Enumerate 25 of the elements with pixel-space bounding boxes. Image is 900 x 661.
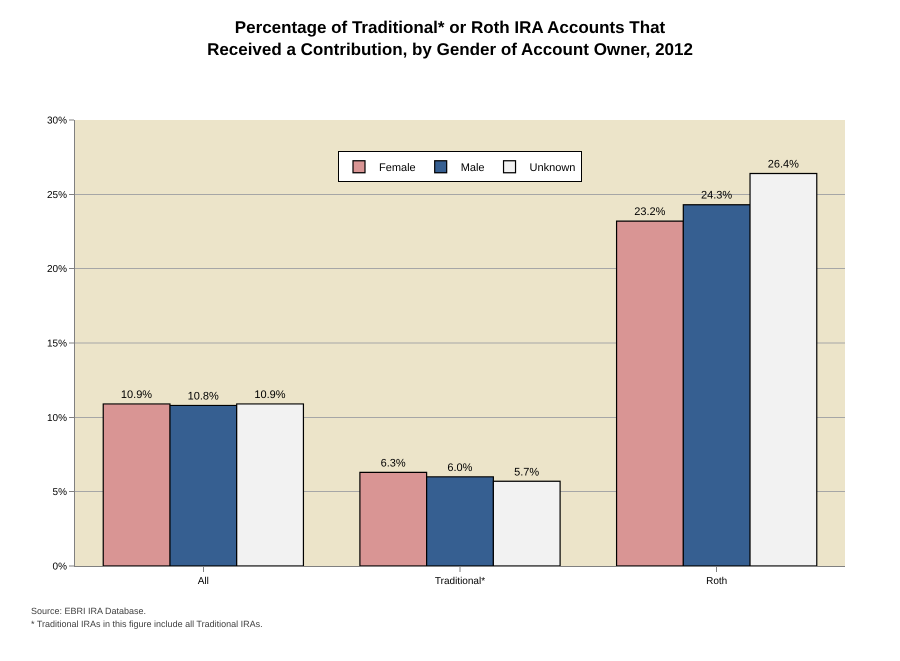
x-tick-label: Traditional* [434,576,486,587]
source-note: Source: EBRI IRA Database. [31,606,146,616]
y-tick-label: 10% [46,412,68,424]
y-tick-label: 15% [46,338,68,350]
x-tick-label: All [198,576,209,587]
data-label: 6.3% [380,457,406,470]
text: * Traditional IRAs in this figure include all Traditional IRAs. [31,619,263,629]
legend-label: Unknown [530,162,576,174]
data-label: 23.2% [634,206,666,218]
data-label: 10.9% [254,388,286,401]
y-tick-label: 5% [52,487,68,498]
chart-title: Percentage of Traditional* or Roth IRA Accounts That Received a Contribution, by Gender of Account Owner, 2012 [207,18,693,60]
data-label: 6.0% [447,462,473,474]
y-tick-label: 0% [52,562,68,572]
y-tick-label: 30% [46,116,68,126]
data-label: 10.9% [120,388,152,401]
data-label: 24.3% [700,190,732,202]
y-tick-label: 25% [46,190,68,201]
legend-label: Male [460,162,485,174]
data-label: 26.4% [768,158,800,171]
legend-label: Female [379,162,416,174]
y-tick-label: 20% [46,264,68,276]
x-tick-label: Roth [706,576,728,587]
data-label: 10.8% [188,390,220,402]
data-label: 5.7% [514,466,540,478]
